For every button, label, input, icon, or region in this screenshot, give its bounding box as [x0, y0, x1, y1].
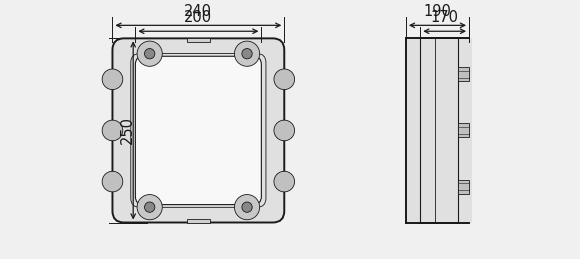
Circle shape	[137, 195, 162, 220]
Bar	[187, 38, 210, 41]
Circle shape	[274, 171, 295, 192]
Circle shape	[102, 120, 123, 141]
Text: 190: 190	[423, 4, 451, 19]
Circle shape	[102, 69, 123, 90]
Bar	[406, 38, 472, 222]
FancyBboxPatch shape	[135, 56, 262, 205]
Text: 200: 200	[184, 10, 212, 25]
Text: 250: 250	[119, 117, 135, 145]
Text: 240: 240	[184, 4, 212, 19]
Text: 170: 170	[430, 10, 459, 25]
Circle shape	[102, 171, 123, 192]
Bar	[458, 180, 469, 194]
Circle shape	[144, 202, 155, 212]
Bar	[458, 67, 469, 81]
Circle shape	[242, 48, 252, 59]
FancyBboxPatch shape	[113, 38, 284, 222]
Circle shape	[274, 120, 295, 141]
Circle shape	[274, 69, 295, 90]
Circle shape	[144, 48, 155, 59]
Circle shape	[137, 41, 162, 66]
Circle shape	[234, 41, 260, 66]
Circle shape	[242, 202, 252, 212]
Bar	[187, 219, 210, 222]
Circle shape	[234, 195, 260, 220]
Bar	[458, 123, 469, 138]
